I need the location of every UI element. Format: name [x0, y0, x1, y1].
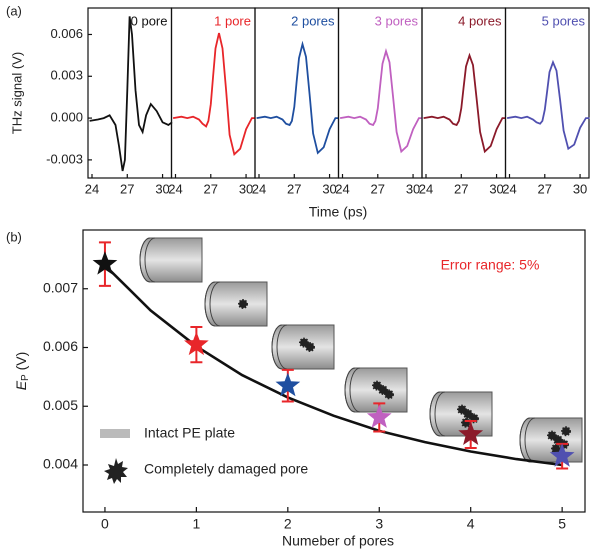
data-point: [275, 372, 301, 397]
x-tick-label: 27: [204, 181, 218, 196]
waveform: [172, 32, 256, 157]
pore-icon-rim: [429, 391, 446, 437]
x-tick-label: 27: [120, 181, 134, 196]
x-tick-label: 24: [419, 181, 433, 196]
annotation: Error range: 5%: [441, 257, 540, 273]
legend-label: 0 pore: [131, 13, 168, 28]
y-tick-label: 0.007: [43, 279, 78, 295]
pore-icon-rim: [271, 324, 288, 370]
legend-label: 5 pores: [542, 13, 586, 28]
x-tick-label: 27: [371, 181, 385, 196]
x-tick-label: 24: [335, 181, 349, 196]
damage-spot: [299, 337, 309, 348]
x-tick-label: 30: [239, 181, 253, 196]
damage-spot: [372, 380, 382, 391]
x-axis-label: Time (ps): [309, 204, 368, 220]
y-tick-label: 0.004: [43, 456, 78, 472]
legend-label: 3 pores: [375, 13, 419, 28]
y-axis-label: THz signal (V): [9, 52, 24, 134]
y-tick-label: -0.003: [46, 151, 83, 166]
panel-label: (b): [6, 229, 22, 244]
y-tick-label: 0.000: [50, 110, 83, 125]
x-tick-label: 24: [252, 181, 266, 196]
x-axis-label: Numeber of pores: [282, 533, 394, 549]
data-point: [92, 251, 118, 275]
x-tick-label: 24: [85, 181, 99, 196]
legend-swatch: [100, 429, 130, 438]
legend-label: 4 pores: [458, 13, 502, 28]
x-tick-label: 30: [322, 181, 336, 196]
pore-icon-rim: [139, 237, 156, 283]
damage-spot: [384, 389, 394, 400]
pore-icon: [139, 237, 203, 283]
damage-spot: [238, 299, 248, 309]
data-point: [184, 331, 209, 356]
plot-frame: [82, 229, 586, 513]
x-tick-label: 24: [168, 181, 182, 196]
damage-spot: [457, 404, 467, 415]
waveform: [89, 16, 173, 172]
y-tick-label: 0.005: [43, 397, 78, 413]
legend-swatch: [104, 458, 128, 484]
subplot-frame: [504, 7, 590, 179]
x-tick-label: 27: [287, 181, 301, 196]
damage-spot: [561, 426, 571, 437]
x-tick-label: 3: [375, 516, 383, 532]
x-tick-label: 30: [406, 181, 420, 196]
panel-label: (a): [6, 3, 22, 18]
x-tick-label: 1: [192, 516, 200, 532]
damage-spot: [547, 430, 557, 441]
data-point: [549, 443, 575, 467]
y-tick-label: 0.003: [50, 68, 83, 83]
y-tick-label: 0.006: [43, 338, 78, 354]
y-axis-label: EP (V): [13, 352, 31, 391]
legend-label: 1 pore: [214, 13, 251, 28]
waveform: [423, 52, 506, 154]
y-tick-label: 0.006: [50, 26, 83, 41]
damage-spot: [551, 443, 561, 454]
waveform: [339, 48, 423, 154]
pore-icon-rim: [204, 281, 221, 327]
waveform: [256, 40, 339, 155]
fit-curve: [103, 264, 563, 467]
subplot-frame: [170, 7, 256, 179]
waveform: [506, 59, 590, 151]
subplot-frame: [254, 7, 340, 179]
x-tick-label: 27: [454, 181, 468, 196]
x-tick-label: 4: [467, 516, 475, 532]
x-tick-label: 2: [284, 516, 292, 532]
legend-label: Completely damaged pore: [144, 461, 308, 477]
x-tick-label: 5: [558, 516, 566, 532]
pore-icon: [204, 281, 268, 327]
legend-label: Intact PE plate: [144, 425, 235, 441]
data-point: [366, 404, 392, 428]
x-tick-label: 30: [489, 181, 503, 196]
x-tick-label: 24: [502, 181, 516, 196]
x-tick-label: 0: [101, 516, 109, 532]
pore-icon-rim: [344, 367, 361, 413]
x-tick-label: 27: [538, 181, 552, 196]
x-tick-label: 30: [573, 181, 587, 196]
x-tick-label: 30: [155, 181, 169, 196]
data-point: [458, 421, 484, 445]
legend-label: 2 pores: [291, 13, 335, 28]
